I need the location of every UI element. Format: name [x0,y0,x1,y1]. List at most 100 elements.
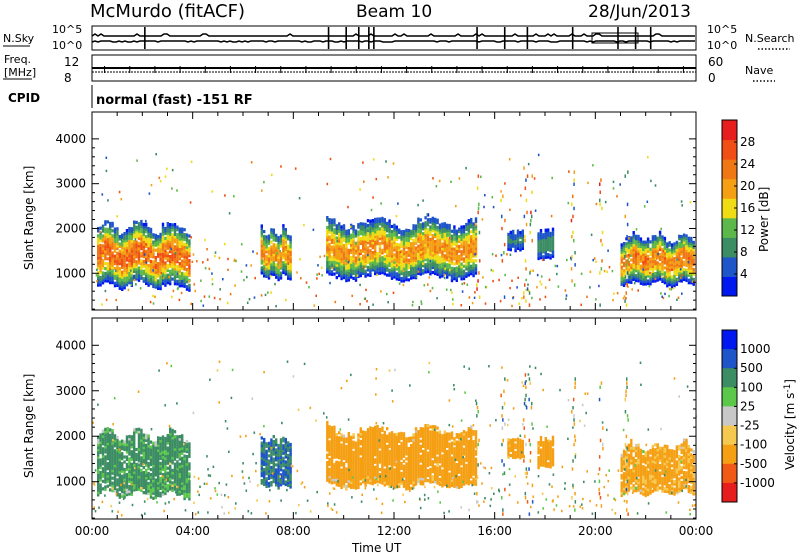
heatmap-cell [374,225,377,229]
heatmap-cell [431,248,434,252]
heatmap-cell [410,251,413,255]
heatmap-cell [359,224,362,228]
heatmap-cell [443,222,446,226]
heatmap-cell [687,278,691,282]
heatmap-cell [181,474,184,478]
heatmap-cell [128,226,131,231]
heatmap-cell [128,472,131,476]
heatmap-cell [654,274,657,278]
heatmap-cell [99,256,102,260]
heatmap-cell [429,252,432,256]
heatmap-cell [467,226,470,230]
heatmap-cell [352,234,355,239]
heatmap-cell [111,434,114,438]
heatmap-cell [393,265,396,269]
heatmap-cell [277,270,280,274]
heatmap-cell [159,264,162,268]
heatmap-cell [140,458,143,462]
heatmap-cell [345,279,348,283]
heatmap-cell [152,471,155,475]
heatmap-cell [169,230,172,234]
heatmap-cell [390,224,394,229]
heatmap-cell [366,228,370,233]
heatmap-cell [111,481,114,485]
heatmap-cell [137,246,141,250]
heatmap-cell [527,289,530,292]
heatmap-cell [373,263,375,267]
heatmap-cell [135,267,138,271]
heatmap-cell [128,487,131,491]
heatmap-cell [422,271,425,275]
heatmap-cell [637,276,640,280]
heatmap-cell [135,427,138,432]
heatmap-cell [121,273,124,277]
heatmap-cell [137,234,141,238]
heatmap-cell [335,440,338,444]
heatmap-cell [121,282,124,287]
heatmap-cell [275,475,278,479]
heatmap-cell [333,240,336,244]
heatmap-cell [359,237,362,241]
heatmap-cell [161,257,165,261]
heatmap-cell [383,257,386,261]
heatmap-cell [363,266,365,269]
heatmap-cell [142,441,145,445]
heatmap-cell [161,259,165,263]
heatmap-cell [414,253,418,258]
heatmap-cell [622,278,626,283]
heatmap-cell [362,259,365,263]
heatmap-cell [531,296,533,300]
heatmap-cell [159,466,162,470]
heatmap-cell [378,266,382,270]
heatmap-cell [407,263,410,267]
heatmap-cell [99,478,102,482]
heatmap-cell [137,432,141,436]
heatmap-cell [340,473,343,477]
heatmap-cell [429,269,432,273]
heatmap-cell [438,230,442,235]
heatmap-cell [265,257,268,261]
heatmap-cell [125,258,129,262]
heatmap-cell [362,242,365,246]
heatmap-cell [277,473,280,478]
heatmap-cell [335,443,338,447]
heatmap-cell [366,226,370,230]
heatmap-cell [300,277,302,280]
heatmap-cell [157,284,159,287]
heatmap-cell [422,244,425,248]
heatmap-cell [140,446,143,450]
heatmap-cell [267,271,271,275]
heatmap-cell [176,462,179,466]
heatmap-cell [448,238,451,242]
heatmap-cell [279,244,283,248]
heatmap-cell [154,241,157,245]
heatmap-cell [142,237,145,241]
heatmap-cell [347,464,350,468]
heatmap-cell [104,480,107,484]
heatmap-cell [431,243,434,247]
heatmap-cell [133,428,136,432]
heatmap-cell [164,474,167,478]
heatmap-cell [171,431,174,435]
heatmap-cell [260,446,263,450]
heatmap-cell [130,442,133,446]
heatmap-cell [363,180,365,183]
heatmap-cell [161,269,165,273]
heatmap-cell [654,249,657,253]
heatmap-cell [173,269,177,273]
heatmap-cell [277,448,280,453]
heatmap-cell [335,256,338,260]
heatmap-cell [164,444,167,448]
heatmap-cell [173,237,177,241]
heatmap-cell [323,254,326,258]
heatmap-cell [417,254,420,258]
heatmap-cell [277,238,280,242]
heatmap-cell [462,272,466,276]
heatmap-cell [375,177,378,181]
heatmap-cell [252,250,254,253]
heatmap-cell [371,258,374,262]
heatmap-cell [658,265,662,269]
heatmap-cell [171,270,174,274]
heatmap-cell [557,285,560,288]
heatmap-cell [109,221,112,225]
